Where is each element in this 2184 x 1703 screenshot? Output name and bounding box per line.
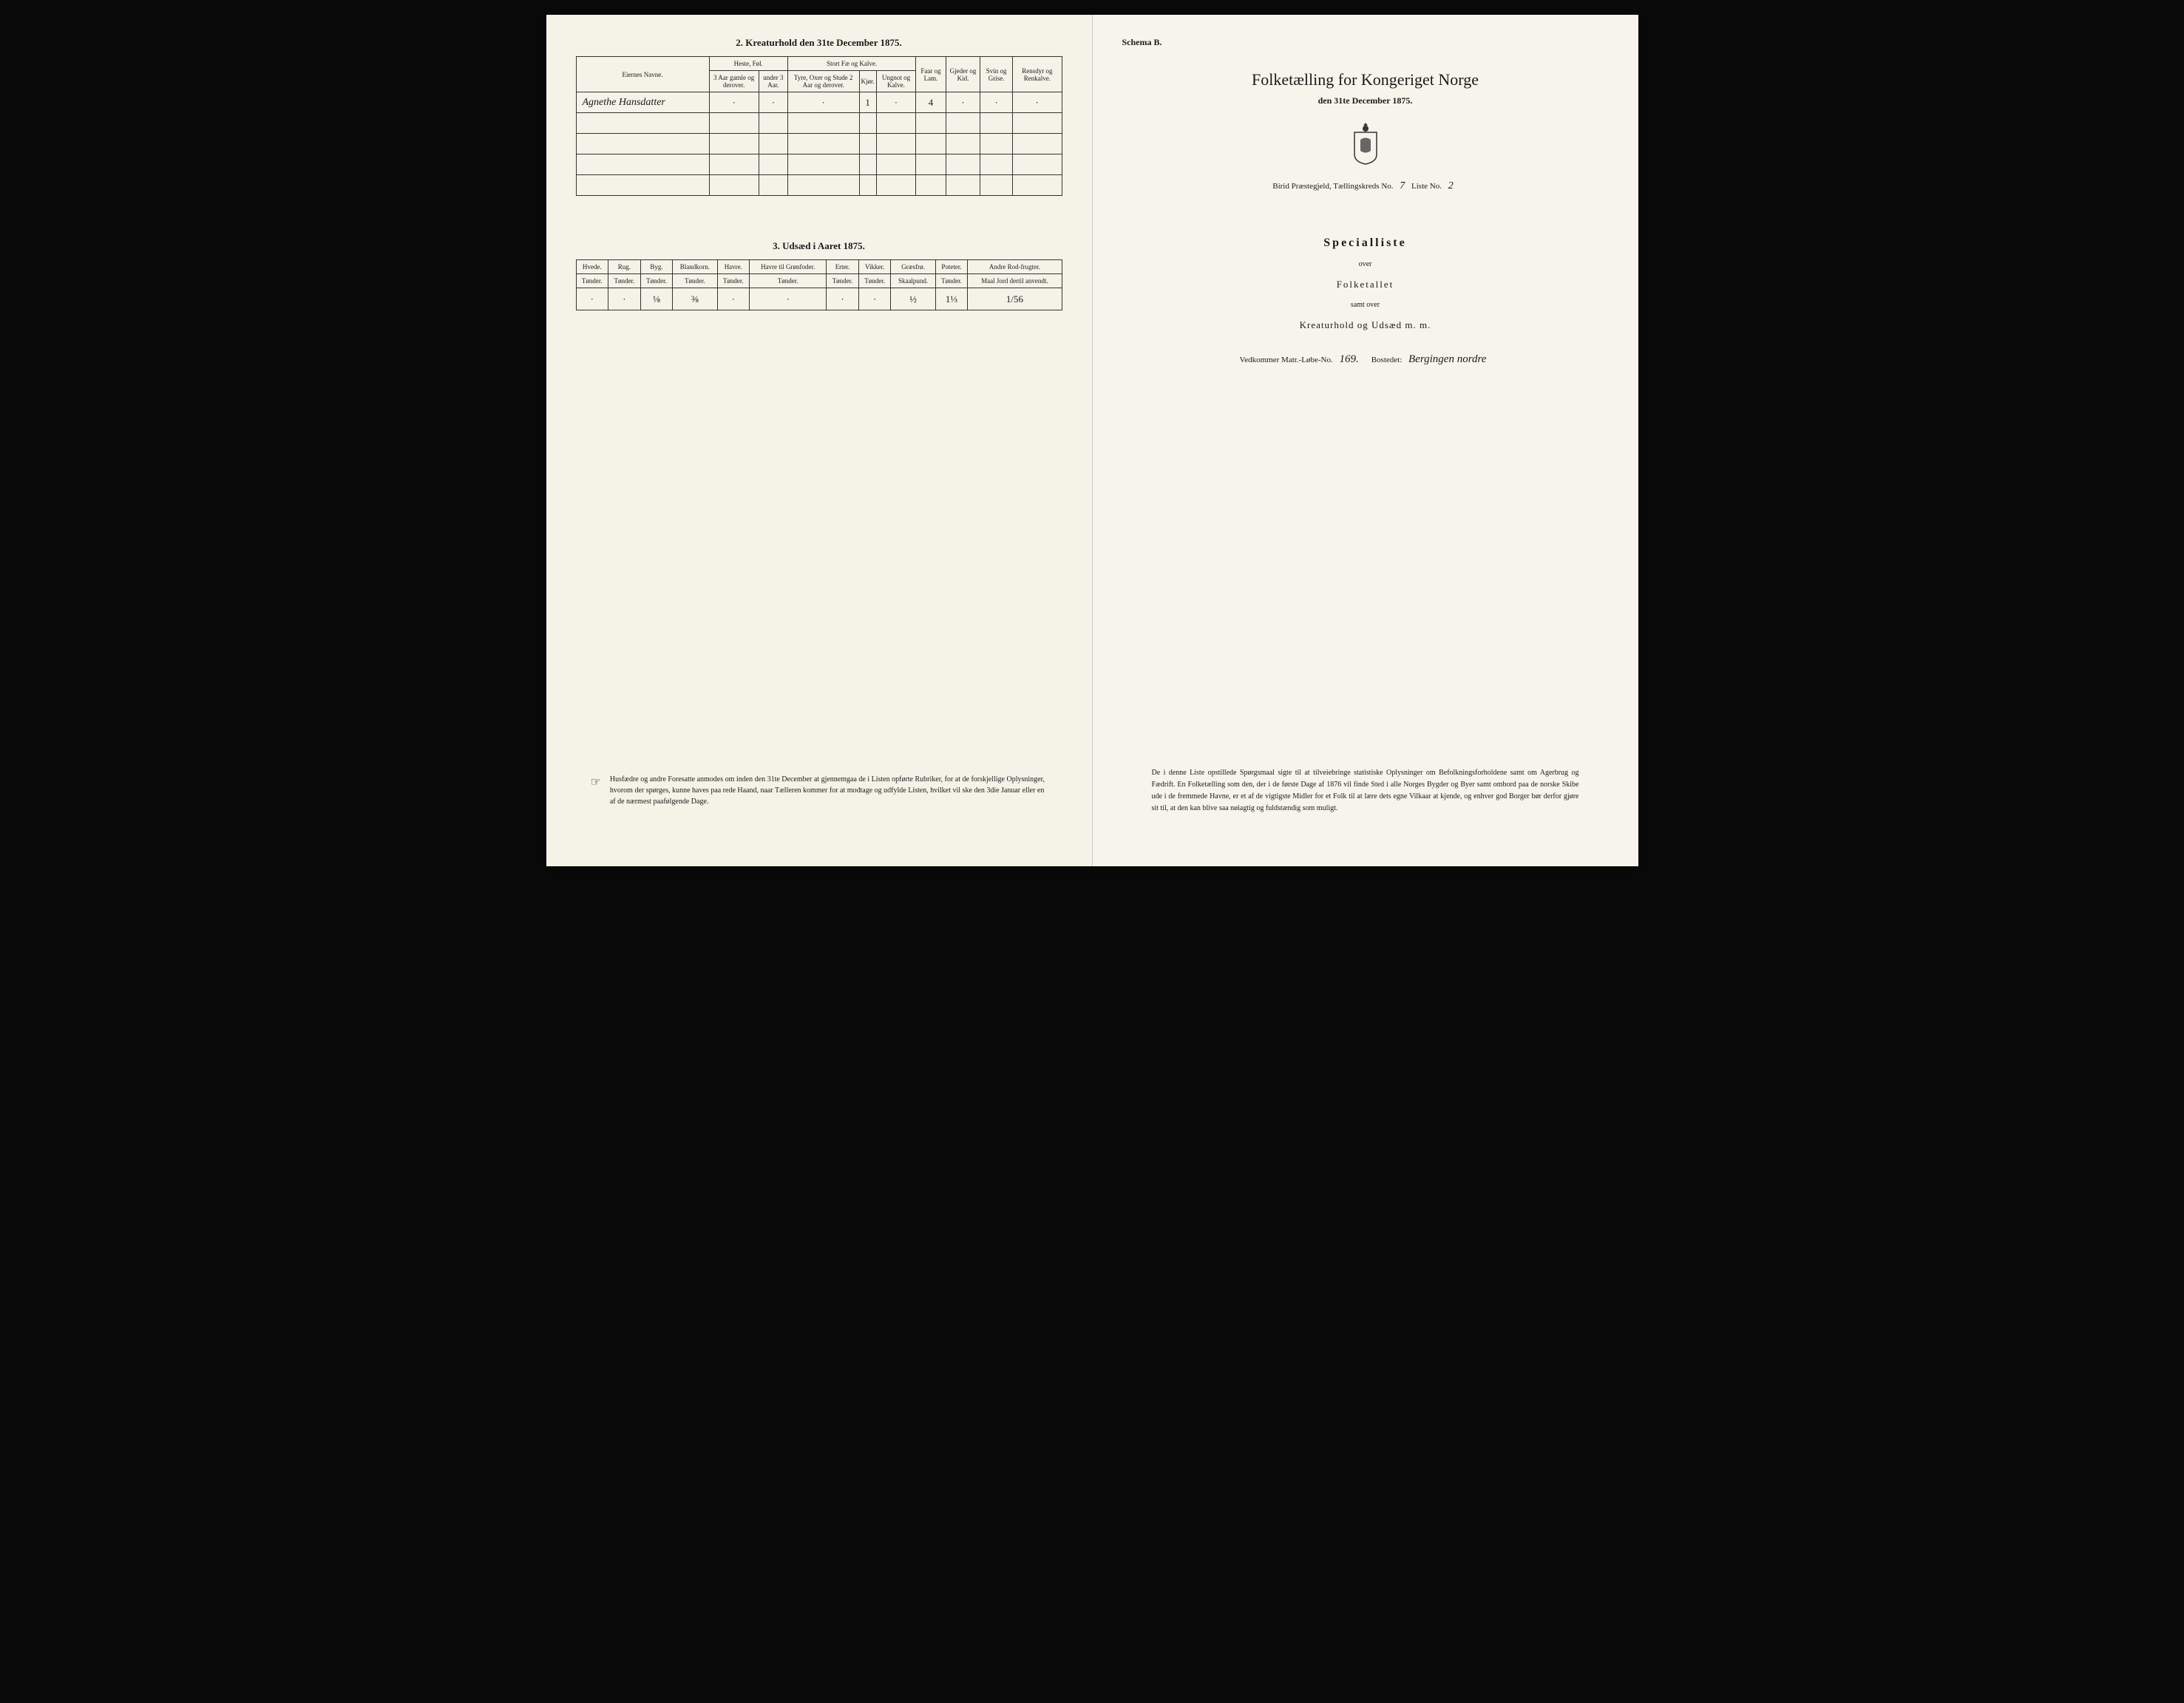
sub: Tønder. — [576, 274, 608, 288]
sub: Tønder. — [717, 274, 750, 288]
table-row: · · ⅛ ⅜ · · · · ½ 1⅓ 1/56 — [576, 288, 1062, 310]
col-blandkorn: Blandkorn. — [673, 260, 717, 274]
col-vikker: Vikker. — [858, 260, 891, 274]
col-stort2: Kjør. — [859, 71, 876, 92]
matr-no: 169. — [1335, 353, 1363, 365]
col-byg: Byg. — [640, 260, 673, 274]
col-havre: Havre. — [717, 260, 750, 274]
cell: ⅜ — [673, 288, 717, 310]
sub: Tønder. — [750, 274, 827, 288]
sub: Tønder. — [673, 274, 717, 288]
col-gjeder: Gjeder og Kid. — [946, 57, 980, 92]
samt-over: samt over — [1122, 301, 1609, 309]
section3-heading: 3. Udsæd i Aaret 1875. — [576, 240, 1062, 252]
cell: · — [709, 92, 759, 113]
over-label: over — [1122, 260, 1609, 268]
main-title: Folketælling for Kongeriget Norge — [1122, 70, 1609, 89]
col-heste2: under 3 Aar. — [759, 71, 787, 92]
col-stort3: Ungnot og Kalve. — [876, 71, 915, 92]
col-poteter: Poteter. — [935, 260, 968, 274]
district-line: Birid Præstegjeld, Tællingskreds No. 7 L… — [1122, 180, 1609, 192]
owner-name: Agnethe Hansdatter — [576, 92, 709, 113]
left-page: 2. Kreaturhold den 31te December 1875. E… — [546, 15, 1093, 866]
liste-label: Liste No. — [1411, 182, 1442, 191]
col-havre-gron: Havre til Grønfoder. — [750, 260, 827, 274]
right-page: Schema B. Folketælling for Kongeriget No… — [1093, 15, 1638, 866]
liste-no: 2 — [1444, 180, 1458, 191]
cell: 1⅓ — [935, 288, 968, 310]
sub: Tønder. — [640, 274, 673, 288]
cell: · — [750, 288, 827, 310]
district-prefix: Birid Præstegjeld, Tællingskreds No. — [1272, 182, 1393, 191]
col-erter: Erter. — [827, 260, 859, 274]
col-rensdyr: Rensdyr og Renkalve. — [1013, 57, 1062, 92]
table-row-empty — [576, 134, 1062, 154]
cell: · — [759, 92, 787, 113]
table-row: Agnethe Hansdatter · · · 1 · 4 · · · — [576, 92, 1062, 113]
cell: ⅛ — [640, 288, 673, 310]
cell: 1 — [859, 92, 876, 113]
sub: Maal Jord dertil anvendt. — [968, 274, 1062, 288]
cell: · — [858, 288, 891, 310]
col-heste1: 3 Aar gamle og derover. — [709, 71, 759, 92]
right-footnote: De i denne Liste opstillede Spørgsmaal s… — [1152, 767, 1579, 815]
cell: · — [946, 92, 980, 113]
footnote-text: Husfædre og andre Foresatte anmodes om i… — [610, 774, 1048, 807]
sub: Tønder. — [858, 274, 891, 288]
col-svin: Svin og Grise. — [980, 57, 1013, 92]
col-rug: Rug. — [608, 260, 641, 274]
table-row-empty — [576, 175, 1062, 196]
col-heste-group: Heste, Føl. — [709, 57, 787, 71]
section2-heading: 2. Kreaturhold den 31te December 1875. — [576, 37, 1062, 49]
sub: Tønder. — [827, 274, 859, 288]
sub: Tønder. — [608, 274, 641, 288]
document-scan: 2. Kreaturhold den 31te December 1875. E… — [546, 15, 1638, 866]
cell: · — [576, 288, 608, 310]
cell: · — [1013, 92, 1062, 113]
vedkommer-line: Vedkommer Matr.-Løbe-No. 169. Bostedet: … — [1122, 353, 1609, 366]
cell: 4 — [916, 92, 946, 113]
col-name: Eiernes Navne. — [576, 57, 709, 92]
col-faar: Faar og Lam. — [916, 57, 946, 92]
table-row-empty — [576, 154, 1062, 175]
cell: · — [608, 288, 641, 310]
subtitle: den 31te December 1875. — [1122, 95, 1609, 106]
schema-label: Schema B. — [1122, 37, 1609, 48]
kreatur-line: Kreaturhold og Udsæd m. m. — [1122, 319, 1609, 331]
cell: · — [876, 92, 915, 113]
bostedet-label: Bostedet: — [1371, 356, 1403, 364]
cell: ½ — [891, 288, 935, 310]
coat-of-arms-icon — [1347, 121, 1384, 166]
udsaed-table: Hvede. Rug. Byg. Blandkorn. Havre. Havre… — [576, 259, 1062, 310]
cell: · — [717, 288, 750, 310]
bostedet: Bergingen nordre — [1404, 353, 1491, 365]
col-stort-group: Stort Fæ og Kalve. — [787, 57, 915, 71]
kreaturhold-table: Eiernes Navne. Heste, Føl. Stort Fæ og K… — [576, 56, 1062, 196]
cell: · — [787, 92, 859, 113]
table-row-empty — [576, 113, 1062, 134]
specialliste-title: Specialliste — [1122, 237, 1609, 250]
col-stort1: Tyre, Oxer og Stude 2 Aar og derover. — [787, 71, 859, 92]
pointing-hand-icon: ☞ — [591, 774, 601, 807]
folketallet: Folketallet — [1122, 279, 1609, 290]
vedkommer-prefix: Vedkommer Matr.-Løbe-No. — [1240, 356, 1333, 364]
cell: · — [827, 288, 859, 310]
col-andre: Andre Rod-frugter. — [968, 260, 1062, 274]
left-footnote: ☞ Husfædre og andre Foresatte anmodes om… — [591, 774, 1048, 807]
sub: Skaalpund. — [891, 274, 935, 288]
col-graesfro: Græsfrø. — [891, 260, 935, 274]
cell: 1/56 — [968, 288, 1062, 310]
sub: Tønder. — [935, 274, 968, 288]
cell: · — [980, 92, 1013, 113]
district-no: 7 — [1395, 180, 1409, 191]
col-hvede: Hvede. — [576, 260, 608, 274]
